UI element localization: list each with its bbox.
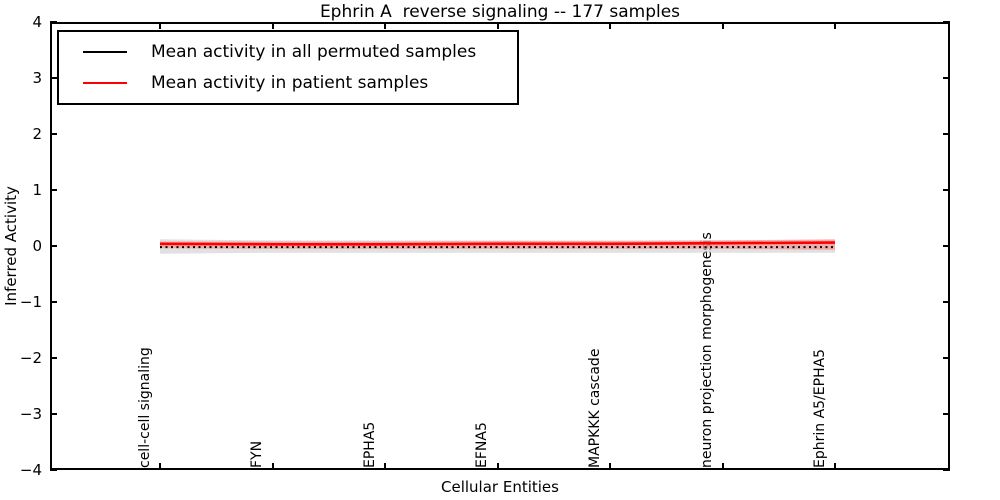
x-tick-top	[496, 22, 499, 29]
x-tick-bottom	[721, 463, 724, 470]
x-tick-top	[721, 22, 724, 29]
y-tick-label: 0	[32, 237, 42, 255]
y-tick-right	[943, 469, 950, 471]
x-tick-top	[834, 22, 836, 29]
legend: Mean activity in all permuted samples Me…	[57, 30, 519, 105]
y-tick-label: −1	[19, 293, 42, 311]
y-tick-label: 4	[32, 13, 42, 31]
y-tick-left	[50, 357, 57, 359]
y-tick-right	[943, 21, 950, 23]
y-tick-right	[943, 301, 950, 303]
y-tick-left	[50, 301, 57, 303]
legend-label-patient: Mean activity in patient samples	[151, 73, 429, 93]
x-tick-top	[159, 22, 161, 29]
y-tick-label: −3	[19, 405, 42, 423]
x-tick-bottom	[384, 463, 386, 470]
chart-title: Ephrin A reverse signaling -- 177 sample…	[319, 2, 681, 22]
y-tick-label: −4	[19, 461, 42, 479]
y-tick-label: 2	[32, 125, 42, 143]
y-tick-right	[943, 357, 950, 359]
legend-label-permuted: Mean activity in all permuted samples	[151, 42, 477, 62]
x-tick-bottom	[609, 463, 611, 470]
y-tick-label: 1	[32, 181, 42, 199]
x-tick-bottom	[271, 463, 274, 470]
y-tick-left	[50, 189, 57, 191]
x-axis-label: Cellular Entities	[441, 478, 559, 496]
y-tick-right	[943, 413, 950, 415]
y-tick-left	[50, 77, 57, 79]
y-tick-right	[943, 133, 950, 135]
y-tick-right	[943, 189, 950, 191]
plot-area: Mean activity in all permuted samples Me…	[20, 13, 950, 479]
x-tick-top	[271, 22, 274, 29]
legend-item-permuted: Mean activity in all permuted samples	[71, 39, 505, 65]
y-tick-left	[50, 245, 57, 247]
x-tick-bottom	[496, 463, 499, 470]
y-tick-left	[50, 133, 57, 135]
y-tick-right	[943, 77, 950, 79]
y-tick-right	[943, 245, 950, 247]
y-tick-left	[50, 413, 57, 415]
y-tick-left	[50, 21, 57, 23]
series-lines	[159, 239, 836, 254]
y-tick-label: −2	[19, 349, 42, 367]
x-tick-top	[384, 22, 386, 29]
legend-line-permuted-swatch	[83, 51, 127, 53]
x-tick-top	[609, 22, 611, 29]
y-tick-left	[50, 469, 57, 471]
series-line	[159, 241, 836, 246]
legend-line-patient-swatch	[83, 82, 127, 84]
x-tick-bottom	[159, 463, 161, 470]
y-tick-label: 3	[32, 69, 42, 87]
x-tick-bottom	[834, 463, 836, 470]
legend-item-patient: Mean activity in patient samples	[71, 70, 505, 96]
